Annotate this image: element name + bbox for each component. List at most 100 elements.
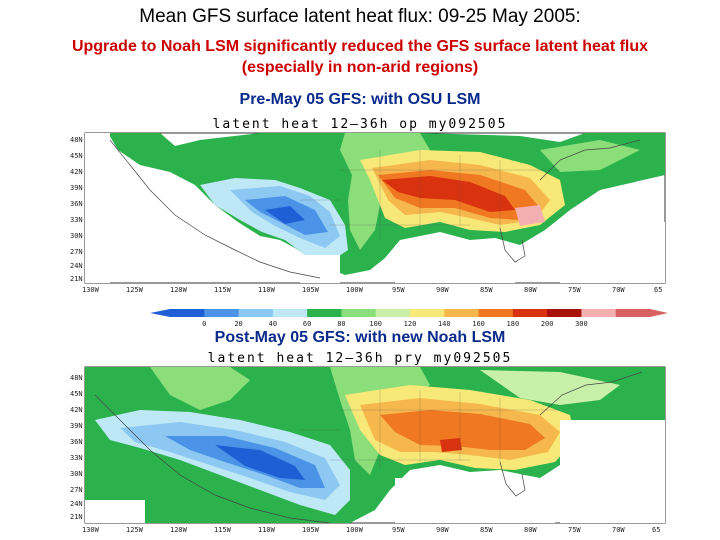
colorbar-swatch — [410, 309, 445, 317]
lat-tick: 21N — [70, 275, 83, 283]
subtitle-line-1: Upgrade to Noah LSM significantly reduce… — [71, 38, 649, 55]
panel-2-label: Post-May 05 GFS: with new Noah LSM — [214, 329, 506, 346]
panel-2-region-lightgreen-nw — [150, 367, 250, 410]
panel-2-region-orange — [380, 410, 545, 450]
colorbar-swatch — [272, 309, 308, 317]
colorbar-label: 300 — [575, 320, 588, 328]
lon-tick: 125W — [126, 286, 144, 294]
colorbar-label: 200 — [541, 320, 554, 328]
colorbar-swatch — [581, 309, 617, 317]
lon-tick: 115W — [214, 286, 232, 294]
lon-tick: 105W — [302, 286, 320, 294]
lat-tick: 33N — [70, 454, 83, 462]
lat-tick: 27N — [70, 248, 83, 256]
colorbar-swatches — [170, 309, 651, 317]
colorbar-label: 20 — [234, 320, 242, 328]
lon-tick: 80W — [524, 286, 537, 294]
lon-tick: 110W — [258, 526, 276, 534]
lon-tick: 65 — [652, 526, 660, 534]
panel-1-region-deepblue — [265, 206, 305, 224]
colorbar-swatch — [238, 309, 274, 317]
colorbar-right-arrow — [650, 309, 668, 317]
lat-tick: 45N — [70, 152, 83, 160]
colorbar-swatch — [478, 309, 514, 317]
panel-1-label: Pre-May 05 GFS: with OSU LSM — [239, 91, 481, 108]
lat-tick: 30N — [70, 470, 83, 478]
colorbar-swatch — [341, 309, 377, 317]
colorbar-swatch — [375, 309, 411, 317]
lat-tick: 36N — [70, 438, 83, 446]
lon-tick: 80W — [524, 526, 537, 534]
lat-tick: 48N — [70, 136, 83, 144]
panel-1-map-title: latent heat 12–36h op my092505 — [212, 117, 508, 132]
lat-tick: 42N — [70, 168, 83, 176]
colorbar: 0 20 40 60 80 100 120 140 160 180 200 300 — [150, 309, 668, 328]
panel-2-lat-ticks: 48N 45N 42N 39N 36N 33N 30N 27N 24N 21N — [70, 374, 83, 521]
panel-1-region-red — [382, 176, 515, 212]
panel-2-region-deepblue — [215, 445, 305, 480]
panel-2-lon-ticks: 130W 125W 120W 115W 110W 105W 100W 95W 9… — [82, 526, 660, 534]
panel-1-map: 48N 45N 42N 39N 36N 33N 30N 27N 24N 21N … — [70, 132, 666, 294]
lon-tick: 100W — [346, 286, 364, 294]
colorbar-labels: 0 20 40 60 80 100 120 140 160 180 200 300 — [202, 320, 588, 328]
colorbar-label: 100 — [369, 320, 382, 328]
panel-1-lon-ticks: 130W 125W 120W 115W 110W 105W 100W 95W 9… — [82, 286, 662, 294]
lat-tick: 33N — [70, 216, 83, 224]
lon-tick: 90W — [436, 526, 449, 534]
colorbar-swatch — [512, 309, 548, 317]
subtitle: Upgrade to Noah LSM significantly reduce… — [0, 36, 720, 78]
lon-tick: 115W — [214, 526, 232, 534]
lat-tick: 48N — [70, 374, 83, 382]
colorbar-label: 140 — [438, 320, 451, 328]
colorbar-label: 40 — [269, 320, 277, 328]
panel-2-map: 48N 45N 42N 39N 36N 33N 30N 27N 24N 21N … — [70, 366, 666, 534]
lat-tick: 39N — [70, 422, 83, 430]
colorbar-label: 180 — [507, 320, 520, 328]
lat-tick: 42N — [70, 406, 83, 414]
lon-tick: 90W — [436, 286, 449, 294]
lon-tick: 110W — [258, 286, 276, 294]
panel-2-region-palegreen — [480, 370, 620, 405]
lon-tick: 125W — [126, 526, 144, 534]
subtitle-line-2: (especially in non-arid regions) — [241, 59, 479, 76]
lon-tick: 70W — [612, 526, 625, 534]
lon-tick: 75W — [568, 526, 581, 534]
colorbar-label: 0 — [202, 320, 206, 328]
lat-tick: 36N — [70, 200, 83, 208]
lat-tick: 45N — [70, 390, 83, 398]
colorbar-swatch — [307, 309, 342, 317]
colorbar-swatch — [547, 309, 582, 317]
lon-tick: 65 — [654, 286, 662, 294]
lon-tick: 120W — [170, 526, 188, 534]
panel-1-lat-ticks: 48N 45N 42N 39N 36N 33N 30N 27N 24N 21N — [70, 136, 83, 283]
lon-tick: 130W — [82, 526, 100, 534]
panel-1-region-lightgreen-ne — [540, 140, 640, 172]
panel-1-region-pink — [515, 205, 545, 226]
lon-tick: 100W — [346, 526, 364, 534]
panel-2-map-title: latent heat 12–36h pry my092505 — [207, 351, 513, 366]
lat-tick: 39N — [70, 184, 83, 192]
lon-tick: 75W — [568, 286, 581, 294]
lon-tick: 130W — [82, 286, 100, 294]
lon-tick: 105W — [302, 526, 320, 534]
lon-tick: 85W — [480, 526, 493, 534]
colorbar-swatch — [615, 309, 651, 317]
page-title: Mean GFS surface latent heat flux: 09-25… — [139, 6, 581, 27]
colorbar-label: 160 — [472, 320, 485, 328]
lat-tick: 21N — [70, 513, 83, 521]
lat-tick: 24N — [70, 262, 83, 270]
lon-tick: 85W — [480, 286, 493, 294]
colorbar-swatch — [170, 309, 205, 317]
colorbar-left-arrow — [150, 309, 170, 317]
colorbar-swatch — [444, 309, 480, 317]
lon-tick: 70W — [612, 286, 625, 294]
colorbar-label: 60 — [303, 320, 311, 328]
lat-tick: 24N — [70, 500, 83, 508]
colorbar-swatch — [204, 309, 240, 317]
colorbar-label: 80 — [337, 320, 345, 328]
lon-tick: 95W — [392, 286, 405, 294]
lat-tick: 27N — [70, 486, 83, 494]
lon-tick: 95W — [392, 526, 405, 534]
lat-tick: 30N — [70, 232, 83, 240]
